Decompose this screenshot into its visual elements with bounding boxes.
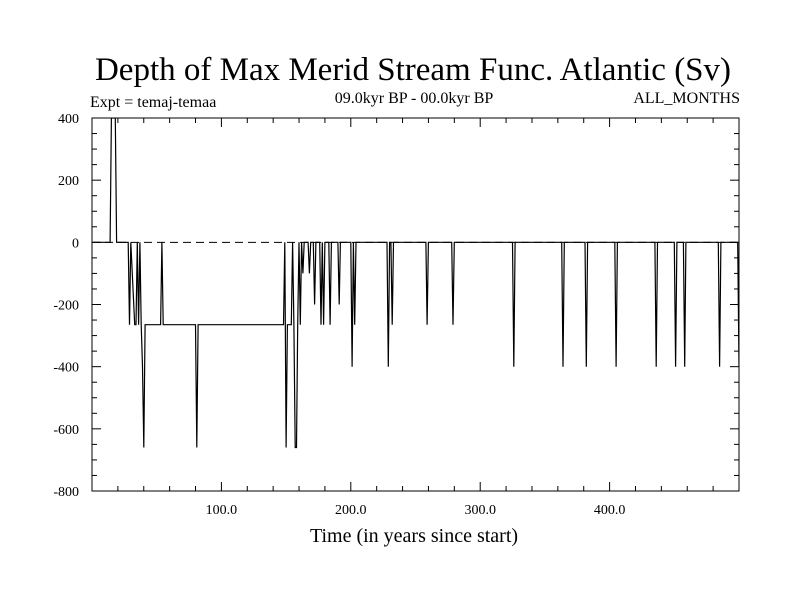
plot-frame (91, 117, 740, 492)
plot-area: 400 200 0 -200 -400 -600 -800 100.0 200.0 300.0 40… (53, 112, 740, 518)
experiment-label: Expt = temaj-temaa (90, 94, 216, 111)
y-tick-label: -400 (53, 361, 79, 376)
y-tick-label: -600 (53, 423, 79, 438)
y-tick-label: 0 (72, 236, 79, 251)
y-tick-label: 400 (58, 112, 79, 127)
x-tick-label: 200.0 (335, 503, 367, 518)
y-tick-label: -200 (53, 299, 79, 314)
chart-title: Depth of Max Merid Stream Func. Atlantic… (95, 52, 731, 88)
series-line (93, 118, 739, 449)
x-axis-label: Time (in years since start) (310, 525, 518, 547)
y-tick-label: -800 (53, 485, 79, 500)
x-tick-label: 100.0 (206, 503, 238, 518)
x-tick-label: 400.0 (594, 503, 626, 518)
y-tick-label: 200 (58, 174, 79, 189)
months-label: ALL_MONTHS (633, 90, 740, 107)
x-tick-label: 300.0 (464, 503, 496, 518)
time-range-label: 09.0kyr BP - 00.0kyr BP (335, 90, 494, 107)
